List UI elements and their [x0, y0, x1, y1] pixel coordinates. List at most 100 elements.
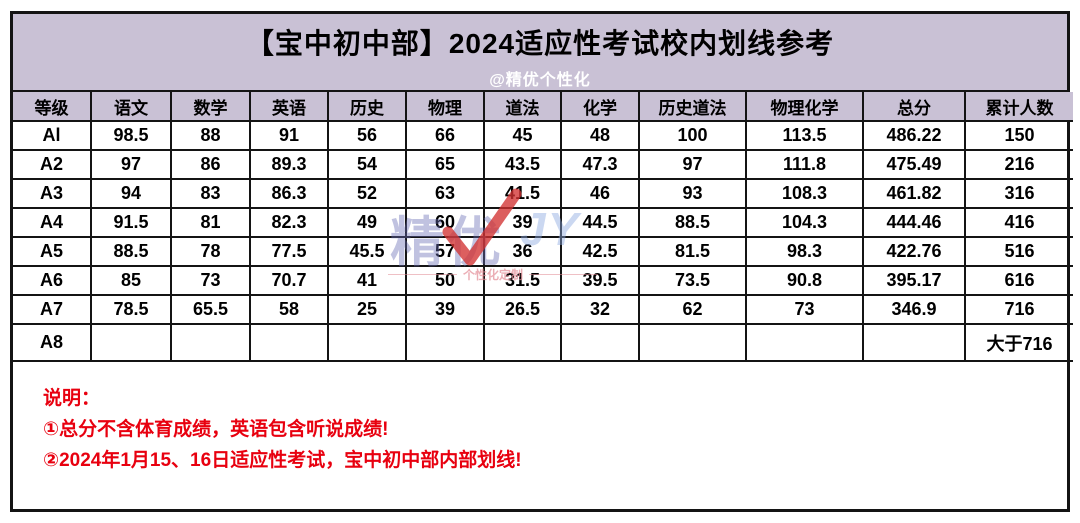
score-cell: 98.5	[90, 120, 172, 151]
score-cell	[249, 323, 329, 362]
grade-cell: A8	[13, 323, 92, 362]
score-cell: 616	[964, 265, 1073, 296]
column-header: 数学	[170, 92, 251, 122]
score-cell: 大于716	[964, 323, 1073, 362]
column-header: 道法	[483, 92, 562, 122]
note-line-2: ②2024年1月15、16日适应性考试，宝中初中部内部划线!	[43, 449, 522, 471]
table-row: A2 97 86 89.3 54 65 43.5 47.3 97 111.8 475.49 216	[13, 149, 1073, 180]
grade-cell: A7	[13, 294, 92, 325]
score-table: 等级 语文 数学 英语 历史 物理 道法 化学 历史道法 物理化学 总分 累计人数 Al 98.5 88 9…	[13, 92, 1073, 362]
score-cell: 47.3	[560, 149, 640, 180]
score-cell: 45.5	[327, 236, 407, 267]
score-cell: 94	[90, 178, 172, 209]
grade-cell: A4	[13, 207, 92, 238]
score-cell: 62	[638, 294, 747, 325]
score-cell: 26.5	[483, 294, 562, 325]
score-cell: 88.5	[90, 236, 172, 267]
score-cell: 461.82	[862, 178, 966, 209]
score-cell: 31.5	[483, 265, 562, 296]
score-cell: 83	[170, 178, 251, 209]
score-cell	[560, 323, 640, 362]
score-cell: 32	[560, 294, 640, 325]
score-cell: 113.5	[745, 120, 864, 151]
score-cell: 486.22	[862, 120, 966, 151]
table-row: A3 94 83 86.3 52 63 41.5 46 93 108.3 461.82 316	[13, 178, 1073, 209]
score-cell: 88	[170, 120, 251, 151]
score-cell: 97	[638, 149, 747, 180]
score-cell: 216	[964, 149, 1073, 180]
score-cell: 56	[327, 120, 407, 151]
column-header: 历史	[327, 92, 407, 122]
score-cell	[90, 323, 172, 362]
table-row: A5 88.5 78 77.5 45.5 57 36 42.5 81.5 98.3 422.76 51…	[13, 236, 1073, 267]
score-cell: 45	[483, 120, 562, 151]
score-cell: 82.3	[249, 207, 329, 238]
title-band: 【宝中初中部】2024适应性考试校内划线参考 @精优个性化	[13, 14, 1067, 92]
grade-cell: A3	[13, 178, 92, 209]
score-cell: 43.5	[483, 149, 562, 180]
score-cell	[405, 323, 485, 362]
score-cell: 395.17	[862, 265, 966, 296]
score-cell: 41.5	[483, 178, 562, 209]
header-row: 等级 语文 数学 英语 历史 物理 道法 化学 历史道法 物理化学 总分 累计人数	[13, 92, 1073, 122]
score-cell: 39	[483, 207, 562, 238]
score-cell: 48	[560, 120, 640, 151]
score-cell: 716	[964, 294, 1073, 325]
score-cell: 77.5	[249, 236, 329, 267]
score-cell: 73.5	[638, 265, 747, 296]
score-cell: 39	[405, 294, 485, 325]
column-header: 物理化学	[745, 92, 864, 122]
score-cell: 65.5	[170, 294, 251, 325]
score-cell: 41	[327, 265, 407, 296]
table-row: A4 91.5 81 82.3 49 60 39 44.5 88.5 104.3 444.46 416	[13, 207, 1073, 238]
sheet-frame: 【宝中初中部】2024适应性考试校内划线参考 @精优个性化 等级 语文 数学 英语 历史…	[10, 11, 1073, 512]
grade-cell: A2	[13, 149, 92, 180]
score-cell: 60	[405, 207, 485, 238]
score-cell: 97	[90, 149, 172, 180]
score-cell: 108.3	[745, 178, 864, 209]
note-line-1: ①总分不含体育成绩，英语包含听说成绩!	[43, 418, 389, 440]
column-header: 英语	[249, 92, 329, 122]
score-cell: 516	[964, 236, 1073, 267]
table-body: Al 98.5 88 91 56 66 45 48 100 113.5 486.22 150 A2 97 8…	[13, 120, 1073, 362]
table-row: A8 大于716	[13, 323, 1073, 362]
score-cell: 39.5	[560, 265, 640, 296]
table-row: A6 85 73 70.7 41 50 31.5 39.5 73.5 90.8 395.17 616	[13, 265, 1073, 296]
score-cell: 444.46	[862, 207, 966, 238]
column-header: 语文	[90, 92, 172, 122]
column-header: 化学	[560, 92, 640, 122]
score-cell: 88.5	[638, 207, 747, 238]
score-cell: 36	[483, 236, 562, 267]
score-cell: 86.3	[249, 178, 329, 209]
score-cell	[638, 323, 747, 362]
column-header: 等级	[13, 92, 92, 122]
score-cell	[170, 323, 251, 362]
score-cell: 111.8	[745, 149, 864, 180]
score-cell: 81	[170, 207, 251, 238]
column-header: 累计人数	[964, 92, 1073, 122]
score-cell: 25	[327, 294, 407, 325]
table-row: A7 78.5 65.5 58 25 39 26.5 32 62 73 346.9 716	[13, 294, 1073, 325]
score-cell: 422.76	[862, 236, 966, 267]
score-cell: 57	[405, 236, 485, 267]
score-cell: 81.5	[638, 236, 747, 267]
score-cell: 49	[327, 207, 407, 238]
score-cell: 66	[405, 120, 485, 151]
score-cell: 316	[964, 178, 1073, 209]
notes-section: 说明： ①总分不含体育成绩，英语包含听说成绩! ②2024年1月15、16日适应…	[13, 362, 1067, 509]
grade-cell: A6	[13, 265, 92, 296]
score-cell: 70.7	[249, 265, 329, 296]
score-cell: 50	[405, 265, 485, 296]
score-cell: 346.9	[862, 294, 966, 325]
page-title: 【宝中初中部】2024适应性考试校内划线参考	[245, 28, 835, 59]
score-cell: 58	[249, 294, 329, 325]
grade-cell: A5	[13, 236, 92, 267]
score-cell: 78.5	[90, 294, 172, 325]
column-header: 历史道法	[638, 92, 747, 122]
score-cell: 90.8	[745, 265, 864, 296]
column-header: 总分	[862, 92, 966, 122]
score-cell: 475.49	[862, 149, 966, 180]
score-cell: 104.3	[745, 207, 864, 238]
score-cell: 416	[964, 207, 1073, 238]
score-cell	[327, 323, 407, 362]
